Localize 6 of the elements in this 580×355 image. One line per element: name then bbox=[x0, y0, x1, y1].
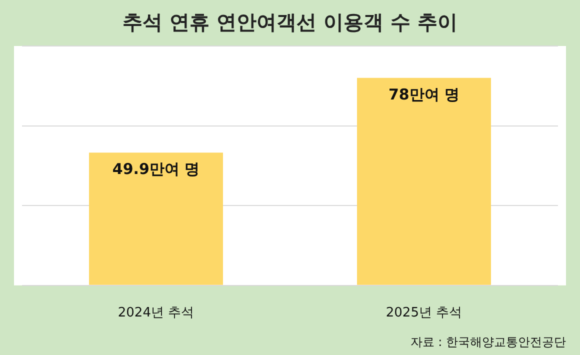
text: 자료 : 한국해양교통안전공단 bbox=[410, 335, 566, 350]
chart-title: 추석 연휴 연안여객선 이용객 수 추이 bbox=[122, 10, 458, 34]
data-label: 78만여 명 bbox=[388, 85, 460, 104]
x-tick-label: 2025년 추석 bbox=[386, 306, 462, 321]
x-tick-label: 2024년 추석 bbox=[118, 306, 194, 321]
data-label: 49.9만여 명 bbox=[112, 160, 200, 178]
